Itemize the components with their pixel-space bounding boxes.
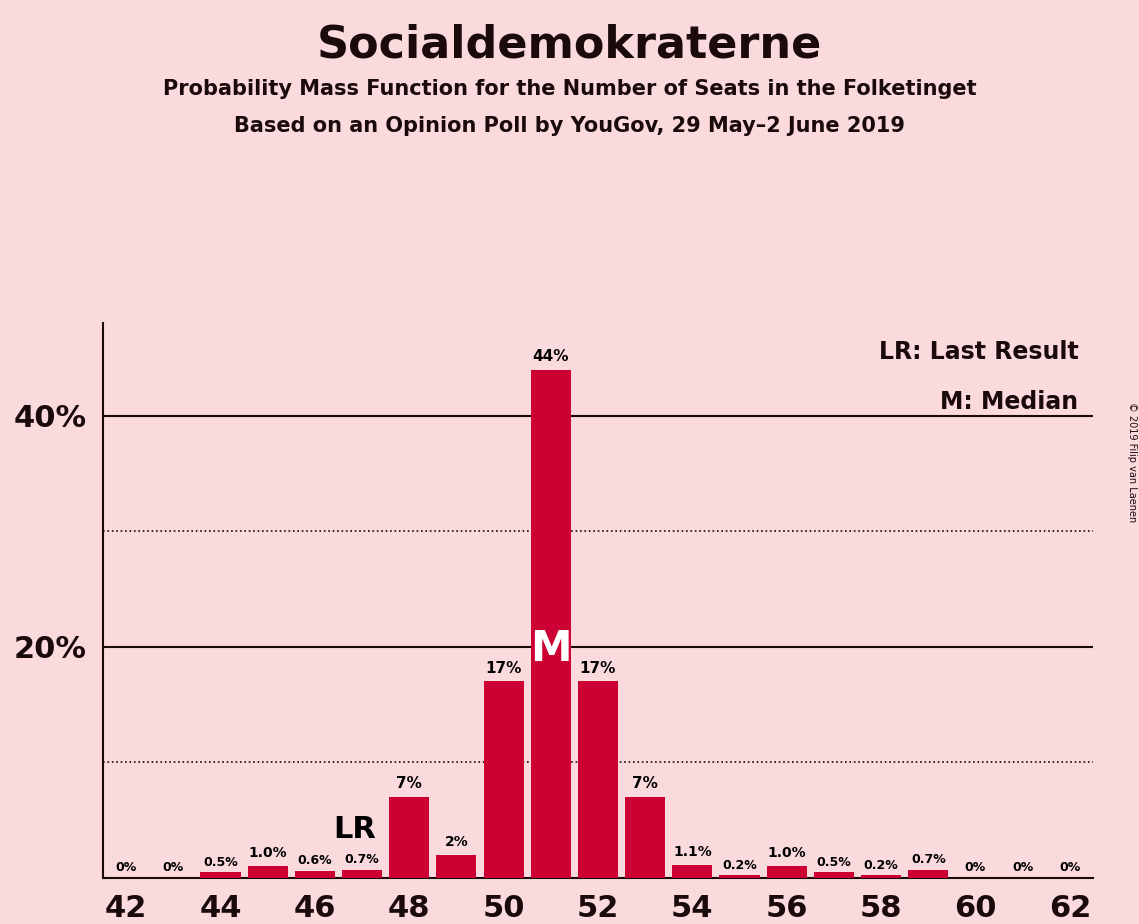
Text: 44%: 44% <box>533 349 570 364</box>
Text: 7%: 7% <box>632 776 658 791</box>
Text: 0%: 0% <box>1059 861 1081 874</box>
Bar <box>342 869 382 878</box>
Text: 0%: 0% <box>163 861 183 874</box>
Text: 1.0%: 1.0% <box>248 846 287 860</box>
Bar <box>767 867 806 878</box>
Text: M: M <box>530 628 572 670</box>
Text: 0%: 0% <box>115 861 137 874</box>
Text: LR: Last Result: LR: Last Result <box>879 340 1079 364</box>
Text: 0.2%: 0.2% <box>863 859 899 872</box>
Bar <box>390 796 429 878</box>
Text: 17%: 17% <box>485 661 522 675</box>
Text: 0.2%: 0.2% <box>722 859 757 872</box>
Text: M: Median: M: Median <box>941 390 1079 414</box>
Bar <box>861 876 901 878</box>
Text: 7%: 7% <box>396 776 423 791</box>
Text: 0.7%: 0.7% <box>345 853 379 867</box>
Text: 1.0%: 1.0% <box>768 846 806 860</box>
Bar <box>908 869 949 878</box>
Text: 0.6%: 0.6% <box>297 855 333 868</box>
Text: 2%: 2% <box>444 835 468 849</box>
Bar <box>720 876 760 878</box>
Bar <box>625 796 665 878</box>
Text: 0.5%: 0.5% <box>817 856 851 869</box>
Text: 0.7%: 0.7% <box>911 853 945 867</box>
Text: Socialdemokraterne: Socialdemokraterne <box>317 23 822 67</box>
Text: Based on an Opinion Poll by YouGov, 29 May–2 June 2019: Based on an Opinion Poll by YouGov, 29 M… <box>233 116 906 136</box>
Bar <box>436 855 476 878</box>
Text: 0.5%: 0.5% <box>203 856 238 869</box>
Text: LR: LR <box>334 815 376 844</box>
Bar <box>577 682 618 878</box>
Text: 0%: 0% <box>965 861 986 874</box>
Bar <box>531 370 571 878</box>
Text: 1.1%: 1.1% <box>673 845 712 859</box>
Bar <box>484 682 524 878</box>
Bar <box>200 872 240 878</box>
Bar <box>672 865 712 878</box>
Bar <box>247 867 288 878</box>
Text: Probability Mass Function for the Number of Seats in the Folketinget: Probability Mass Function for the Number… <box>163 79 976 99</box>
Bar <box>814 872 854 878</box>
Text: © 2019 Filip van Laenen: © 2019 Filip van Laenen <box>1126 402 1137 522</box>
Text: 0%: 0% <box>1013 861 1033 874</box>
Bar <box>295 870 335 878</box>
Text: 17%: 17% <box>580 661 616 675</box>
